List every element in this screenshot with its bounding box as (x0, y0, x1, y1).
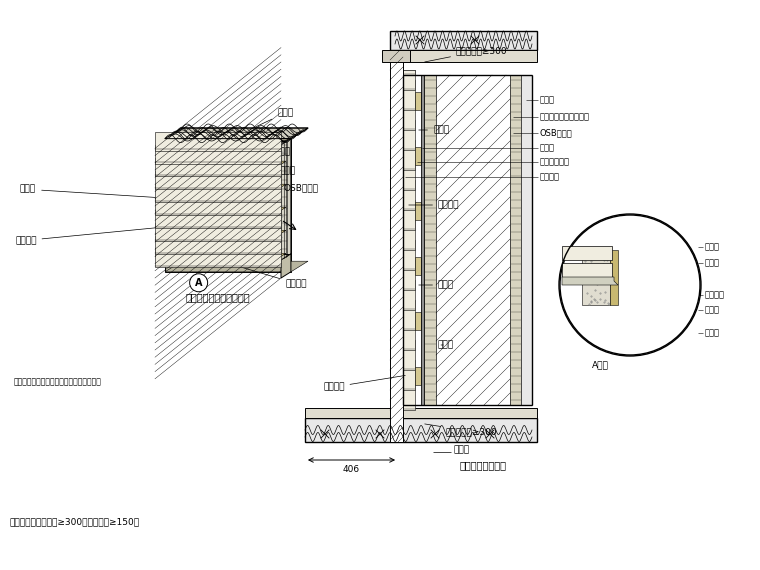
Bar (562, 246, 612, 260)
Text: 挂板饰面: 挂板饰面 (15, 226, 177, 245)
Polygon shape (281, 254, 291, 278)
Bar (403, 200, 415, 230)
Text: 预埋锚栓: 预埋锚栓 (238, 266, 306, 288)
Text: 406: 406 (343, 465, 360, 474)
Text: 顺水条: 顺水条 (419, 280, 454, 290)
Text: OSB结构板: OSB结构板 (540, 128, 573, 137)
Text: A大样: A大样 (592, 360, 609, 369)
Text: 呼吸纸搭接≥300: 呼吸纸搭接≥300 (425, 46, 508, 62)
Bar (403, 140, 415, 170)
Bar (521, 75, 532, 405)
Text: OSB结构板: OSB结构板 (268, 184, 318, 196)
Bar (610, 250, 618, 305)
Text: 呼吸纸搭接≥300: 呼吸纸搭接≥300 (425, 424, 498, 436)
Bar (421, 75, 424, 405)
Bar (415, 147, 421, 165)
Text: 顺水条: 顺水条 (453, 445, 469, 454)
Text: 石膏板: 石膏板 (540, 96, 555, 104)
Text: 墙骨柱: 墙骨柱 (262, 166, 296, 178)
Text: 墙骨柱: 墙骨柱 (252, 148, 290, 163)
Text: 顺水条: 顺水条 (705, 259, 720, 267)
Text: 防虫网: 防虫网 (705, 306, 720, 315)
Bar (582, 250, 610, 305)
Bar (403, 160, 415, 190)
Bar (403, 280, 415, 310)
Bar (403, 380, 415, 410)
Bar (403, 360, 415, 390)
Bar (403, 120, 415, 150)
Bar (415, 257, 421, 275)
Text: 外墙挂板: 外墙挂板 (540, 173, 560, 181)
Bar (415, 312, 421, 330)
Bar (403, 100, 415, 130)
Bar (390, 31, 537, 50)
Text: 呼吸纸: 呼吸纸 (540, 144, 555, 153)
Circle shape (560, 215, 700, 355)
Text: 外墙挂板: 外墙挂板 (409, 201, 460, 210)
Polygon shape (155, 235, 281, 254)
Bar (390, 50, 403, 442)
Polygon shape (165, 139, 291, 254)
Text: 墙骨柱: 墙骨柱 (438, 340, 454, 349)
Bar (382, 50, 410, 62)
Polygon shape (155, 161, 286, 164)
Text: 在相邻板上交错排列连接（钉在顺水条上）: 在相邻板上交错排列连接（钉在顺水条上） (14, 377, 102, 386)
Bar (390, 50, 537, 62)
Polygon shape (155, 207, 286, 210)
Text: 注：呼吸纸竖向搭接≥300，横向搭接≥150。: 注：呼吸纸竖向搭接≥300，横向搭接≥150。 (10, 518, 140, 527)
Bar (305, 408, 537, 418)
Polygon shape (155, 197, 281, 215)
Text: 顺水条: 顺水条 (250, 108, 293, 129)
Polygon shape (155, 222, 281, 241)
Text: 樱形垫片: 樱形垫片 (705, 291, 725, 299)
Bar (403, 260, 415, 290)
Bar (403, 80, 415, 110)
Polygon shape (562, 277, 618, 285)
Text: 顺水条: 顺水条 (419, 125, 449, 135)
Bar (403, 340, 415, 370)
Bar (415, 202, 421, 220)
Text: 呼吸纸: 呼吸纸 (705, 242, 720, 251)
Text: 挂板内外转角节点: 挂板内外转角节点 (460, 460, 507, 470)
Bar (403, 320, 415, 350)
Polygon shape (155, 171, 281, 189)
Circle shape (190, 274, 207, 292)
Polygon shape (155, 158, 281, 177)
Polygon shape (161, 139, 291, 141)
Bar (424, 75, 436, 405)
Bar (510, 75, 521, 405)
Polygon shape (155, 249, 281, 267)
Polygon shape (165, 254, 291, 272)
Polygon shape (281, 139, 291, 260)
Polygon shape (155, 184, 286, 188)
Text: 外墙挂板: 外墙挂板 (323, 376, 405, 392)
Polygon shape (161, 141, 287, 256)
Bar (305, 418, 537, 442)
Text: A: A (195, 278, 202, 288)
Polygon shape (155, 184, 281, 202)
Bar (403, 180, 415, 210)
Polygon shape (165, 261, 308, 272)
Polygon shape (165, 128, 308, 139)
Polygon shape (155, 132, 281, 150)
Bar (403, 240, 415, 270)
Bar (562, 263, 612, 277)
Text: 顺水条: 顺水条 (20, 185, 182, 199)
Bar (415, 367, 421, 385)
Bar (403, 70, 415, 75)
Text: 挂板外墙构造层次示意图: 挂板外墙构造层次示意图 (185, 292, 250, 303)
Text: 顺水条空气层: 顺水条空气层 (540, 157, 570, 166)
Polygon shape (155, 230, 286, 233)
Polygon shape (155, 253, 286, 256)
Bar (403, 300, 415, 330)
Polygon shape (155, 210, 281, 229)
Bar (403, 220, 415, 250)
Text: 泛水板: 泛水板 (705, 328, 720, 337)
Bar (415, 92, 421, 110)
Bar (403, 70, 415, 90)
Bar (436, 75, 510, 405)
Polygon shape (160, 142, 286, 257)
Polygon shape (155, 145, 281, 164)
Text: 墙骨柱（内装保温棉）: 墙骨柱（内装保温棉） (540, 112, 590, 121)
